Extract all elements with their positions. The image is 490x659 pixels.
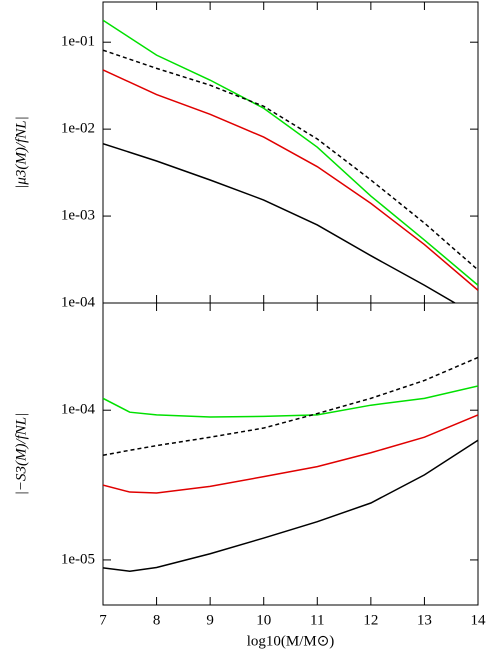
y-tick-label: 1e-04: [61, 294, 96, 310]
x-tick-label: 8: [153, 612, 161, 628]
series-line: [103, 356, 478, 457]
x-tick-label: 12: [363, 612, 378, 628]
x-tick-label: 7: [99, 612, 107, 628]
series-line: [103, 385, 478, 418]
x-tick-label: 14: [471, 612, 487, 628]
x-tick-label: 13: [417, 612, 432, 628]
series-line: [103, 142, 457, 303]
y-tick-label: 1e-03: [61, 208, 95, 224]
y-axis-label: |μ3(M)/fNL|: [13, 116, 29, 188]
x-axis-label: log10(M/M⊙): [247, 633, 335, 649]
y-tick-label: 1e-02: [61, 121, 95, 137]
plot-frame: [102, 302, 479, 606]
y-tick-label: 1e-04: [61, 402, 96, 418]
x-tick-label: 10: [256, 612, 271, 628]
series-line: [103, 19, 478, 286]
series-line: [103, 69, 478, 291]
y-axis-label: |−S3(M)/fNL|: [13, 413, 29, 496]
series-line: [103, 414, 478, 494]
y-tick-label: 1e-05: [61, 551, 95, 567]
x-tick-label: 9: [206, 612, 214, 628]
y-tick-label: 1e-01: [61, 34, 95, 50]
series-line: [103, 49, 478, 271]
series-line: [103, 439, 478, 573]
x-tick-label: 11: [310, 612, 324, 628]
